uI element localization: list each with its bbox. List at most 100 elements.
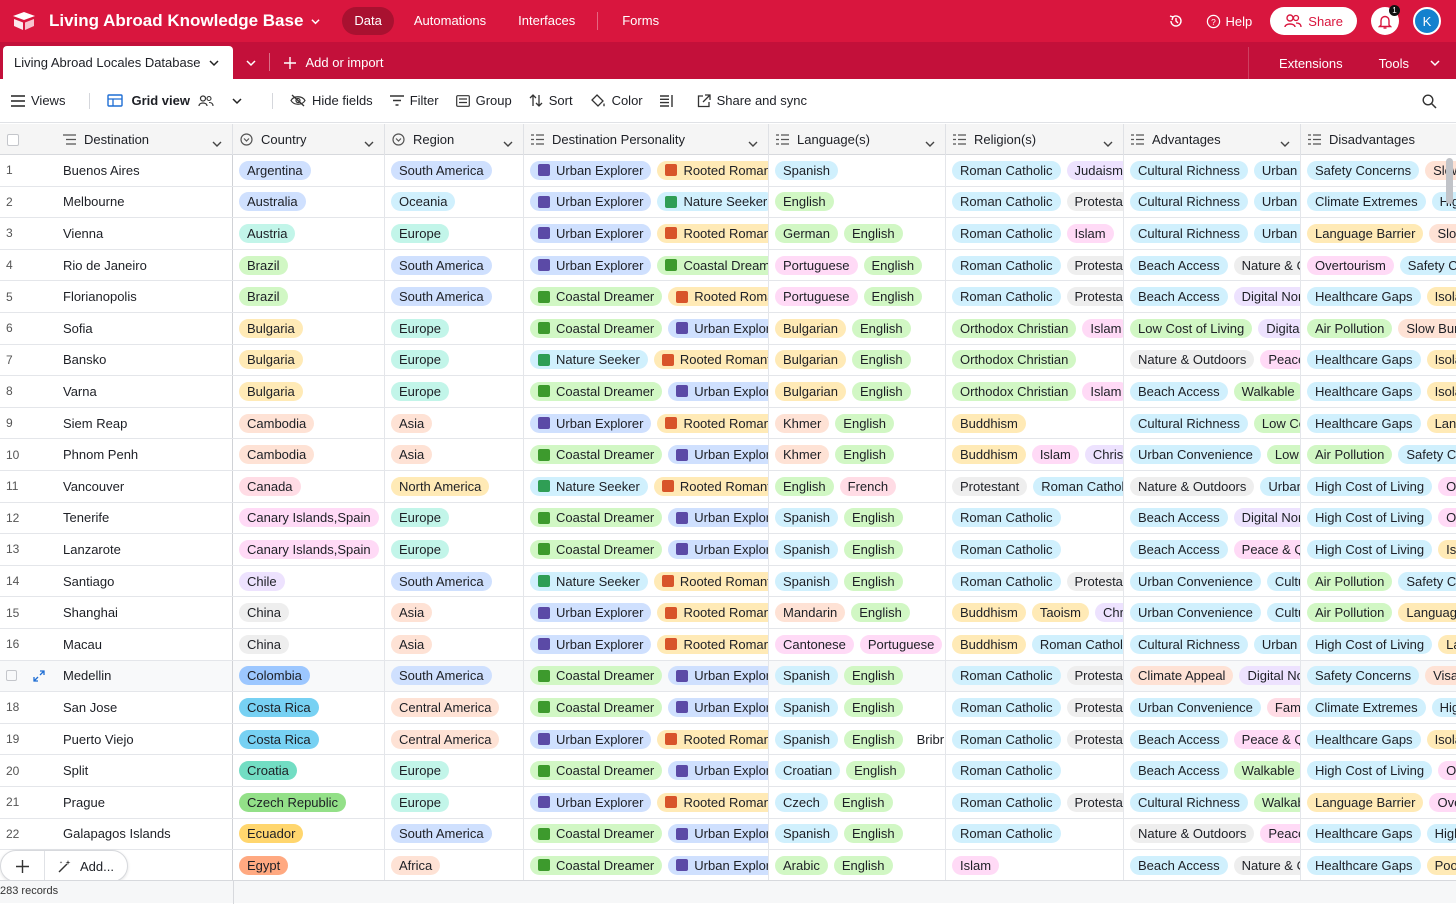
dis-cell[interactable]: Language BarrierSlow Bureaucracy <box>1301 218 1456 249</box>
dis-cell[interactable]: Healthcare GapsIsolation <box>1301 724 1456 755</box>
country-cell[interactable]: Colombia <box>233 660 385 692</box>
nav-data[interactable]: Data <box>342 7 394 35</box>
lang-cell[interactable]: English <box>769 186 946 218</box>
dis-cell[interactable]: High Cost of Living Overtourism <box>1301 755 1456 786</box>
table-row[interactable]: 6 Sofia Bulgaria Europe Coastal Dreamer Urban… <box>0 313 1456 345</box>
rel-cell[interactable]: Buddhism <box>946 407 1124 439</box>
select-all-checkbox[interactable] <box>0 124 55 155</box>
rel-cell[interactable]: Orthodox Christian Islam <box>946 376 1124 407</box>
region-cell[interactable]: Oceania <box>385 186 524 218</box>
pers-cell[interactable]: Coastal Dreamer Urban Explorer <box>524 534 769 565</box>
country-cell[interactable]: Austria <box>233 218 385 249</box>
rel-cell[interactable]: Roman CatholicProtestant <box>946 723 1124 755</box>
nav-forms[interactable]: Forms <box>622 13 660 28</box>
dis-cell[interactable]: Climate ExtremesHigh Cost of Living <box>1301 692 1456 723</box>
dis-cell[interactable]: Climate ExtremesHigh Cost of Living <box>1301 187 1456 218</box>
row-height-button[interactable] <box>659 94 680 107</box>
lang-cell[interactable]: Mandarin English <box>769 597 946 628</box>
destination-cell[interactable]: Varna <box>55 376 233 407</box>
country-cell[interactable]: Cambodia <box>233 439 385 470</box>
adv-cell[interactable]: Urban ConvenienceCultural Richness <box>1124 565 1301 597</box>
pers-cell[interactable]: Coastal Dreamer Urban Explorer <box>524 502 769 534</box>
table-row[interactable]: 16 Macau China Asia Urban Explorer Rooted Rom… <box>0 629 1456 661</box>
table-row[interactable]: 4 Rio de Janeiro Brazil South America Urban … <box>0 249 1456 282</box>
country-cell[interactable]: Egypt <box>233 850 385 880</box>
country-cell[interactable]: Brazil <box>233 249 385 281</box>
region-cell[interactable]: Asia <box>385 439 524 470</box>
rel-cell[interactable]: Islam <box>946 850 1124 880</box>
table-row[interactable]: 8 Varna Bulgaria Europe Coastal Dreamer Urban… <box>0 376 1456 408</box>
region-cell[interactable]: Europe <box>385 376 524 407</box>
pers-cell[interactable]: Urban Explorer Rooted Romantic <box>524 629 769 660</box>
rel-cell[interactable]: Roman CatholicProtestant <box>946 281 1124 312</box>
table-row[interactable]: 9 Siem Reap Cambodia Asia Urban Explorer Root… <box>0 407 1456 440</box>
pers-cell[interactable]: Nature Seeker Rooted Romantic <box>524 565 769 597</box>
lang-cell[interactable]: Czech English <box>769 787 946 818</box>
destination-cell[interactable]: Florianopolis <box>55 281 233 312</box>
lang-cell[interactable]: Spanish English <box>769 660 946 692</box>
row-checkbox[interactable] <box>6 670 17 682</box>
dis-cell[interactable]: Healthcare GapsPoor Infrastructure <box>1301 850 1456 880</box>
destination-cell[interactable]: Tenerife <box>55 502 233 534</box>
chevron-down-icon[interactable] <box>364 136 374 151</box>
pers-cell[interactable]: Urban Explorer Rooted Romantic <box>524 723 769 755</box>
region-cell[interactable]: Europe <box>385 534 524 565</box>
region-cell[interactable]: Europe <box>385 755 524 786</box>
region-cell[interactable]: Europe <box>385 787 524 818</box>
country-cell[interactable]: Australia <box>233 186 385 218</box>
extensions-button[interactable]: Extensions <box>1279 55 1343 71</box>
table-row[interactable]: 2 Melbourne Australia Oceania Urban Explorer… <box>0 186 1456 219</box>
chevron-down-icon[interactable] <box>1103 136 1113 151</box>
lang-cell[interactable]: Croatian English <box>769 755 946 786</box>
grid-view-button[interactable]: Grid view <box>107 93 248 108</box>
rel-cell[interactable]: Roman Catholic <box>946 755 1124 786</box>
destination-cell[interactable]: Lanzarote <box>55 534 233 565</box>
table-row[interactable]: 18 San Jose Costa Rica Central America Coast… <box>0 692 1456 724</box>
table-row[interactable]: 14 Santiago Chile South America Nature Seeke… <box>0 565 1456 598</box>
dis-cell[interactable]: Air PollutionLanguage Barrier <box>1301 597 1456 628</box>
dis-cell[interactable]: Healthcare GapsIsolation <box>1301 345 1456 376</box>
table-row[interactable]: 5 Florianopolis Brazil South America Coastal… <box>0 281 1456 313</box>
dis-cell[interactable]: High Cost of Living Isolation <box>1301 534 1456 565</box>
all-tables-dropdown[interactable] <box>233 46 269 79</box>
color-button[interactable]: Color <box>590 93 643 108</box>
base-title[interactable]: Living Abroad Knowledge Base <box>49 11 304 30</box>
destination-cell[interactable]: Melbourne <box>55 186 233 218</box>
destination-cell[interactable]: Bansko <box>55 344 233 376</box>
region-cell[interactable]: South America <box>385 249 524 281</box>
adv-cell[interactable]: Urban ConvenienceCultural Richness <box>1124 597 1301 628</box>
pers-cell[interactable]: Coastal Dreamer Rooted Romantic <box>524 281 769 312</box>
country-cell[interactable]: Croatia <box>233 755 385 786</box>
lang-cell[interactable]: Spanish <box>769 155 946 186</box>
dis-cell[interactable]: Safety ConcernsSlow Bureaucracy <box>1301 155 1456 186</box>
group-button[interactable]: Group <box>455 93 512 108</box>
rel-cell[interactable]: Roman Catholic <box>946 818 1124 850</box>
region-cell[interactable]: Central America <box>385 723 524 755</box>
chevron-down-icon[interactable] <box>209 58 219 68</box>
pers-cell[interactable]: Coastal Dreamer Urban Explorer <box>524 818 769 850</box>
rel-cell[interactable]: Roman CatholicProtestant <box>946 186 1124 218</box>
region-cell[interactable]: North America <box>385 471 524 502</box>
country-cell[interactable]: Cambodia <box>233 407 385 439</box>
pers-cell[interactable]: Coastal Dreamer Urban Explorer <box>524 692 769 723</box>
lang-cell[interactable]: English French <box>769 471 946 502</box>
rel-cell[interactable]: Roman Catholic <box>946 502 1124 534</box>
tools-button[interactable]: Tools <box>1367 56 1440 71</box>
column-header-region[interactable]: Region <box>385 124 524 155</box>
destination-cell[interactable]: San Jose <box>55 692 233 723</box>
add-record-button[interactable] <box>1 851 45 881</box>
country-cell[interactable]: Ecuador <box>233 818 385 850</box>
table-row[interactable]: 12 Tenerife Canary Islands,Spain Europe Coas… <box>0 502 1456 535</box>
column-header-pers[interactable]: Destination Personality <box>524 124 769 155</box>
